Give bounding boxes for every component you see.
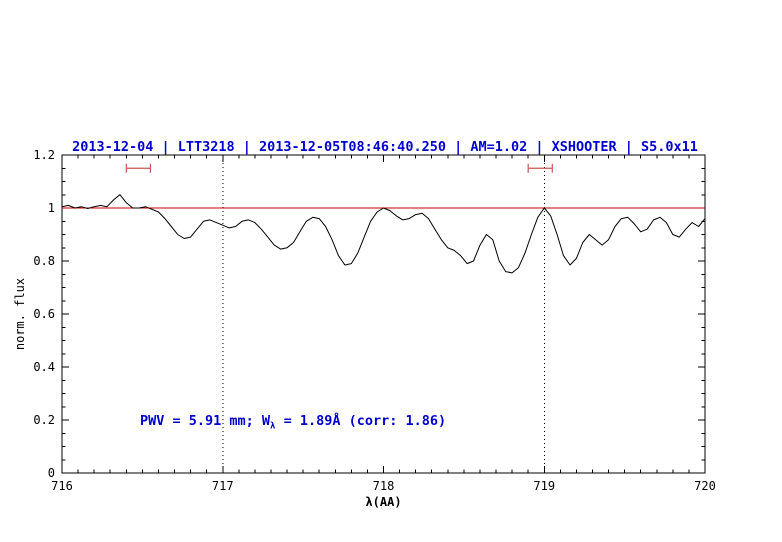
y-tick-label: 0.2 — [33, 413, 55, 427]
x-tick-label: 720 — [694, 479, 716, 493]
x-axis-label: λ(AA) — [365, 495, 402, 509]
y-tick-label: 0.4 — [33, 360, 55, 374]
y-tick-label: 0.6 — [33, 307, 55, 321]
x-tick-label: 719 — [533, 479, 555, 493]
x-tick-label: 716 — [51, 479, 73, 493]
y-tick-label: 0.8 — [33, 254, 55, 268]
x-tick-label: 717 — [212, 479, 234, 493]
y-tick-label: 0 — [48, 466, 55, 480]
x-tick-label: 718 — [373, 479, 395, 493]
y-tick-label: 1 — [48, 201, 55, 215]
annotation-part1: PWV = 5.91 mm; W — [140, 413, 271, 429]
annotation-part2: = 1.89Å (corr: 1.86) — [275, 413, 447, 429]
pwv-annotation: PWV = 5.91 mm; Wλ = 1.89Å (corr: 1.86) — [140, 413, 446, 432]
chart-title: 2013-12-04 | LTT3218 | 2013-12-05T08:46:… — [72, 139, 698, 155]
spectrum-line — [61, 194, 706, 274]
annotation-lambda-sub: λ — [270, 421, 276, 432]
y-axis-label: norm. flux — [13, 277, 27, 351]
y-tick-label: 1.2 — [33, 148, 55, 162]
